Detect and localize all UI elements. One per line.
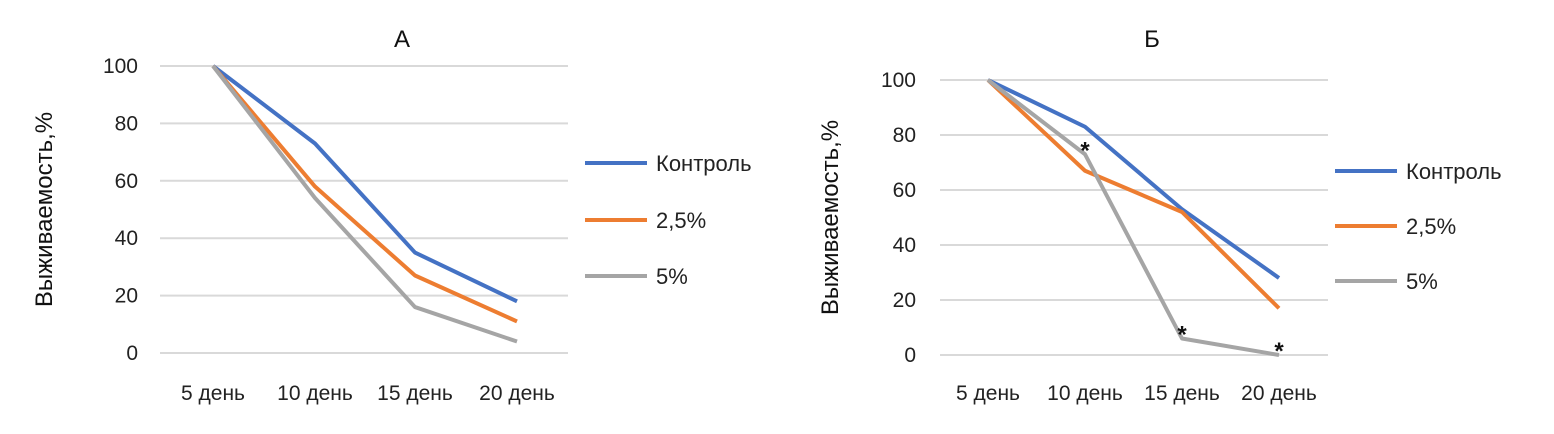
x-tick-label: 20 день [1241, 382, 1317, 405]
y-tick-label: 60 [893, 179, 916, 202]
y-tick-label: 40 [893, 234, 916, 257]
y-axis-label: Выживаемость,% [31, 112, 58, 307]
y-tick-label: 100 [881, 69, 916, 92]
series-line-2 [986, 78, 1280, 357]
legend-label: Контроль [656, 151, 752, 176]
legend-label: Контроль [1406, 159, 1502, 184]
y-tick-label: 80 [115, 112, 138, 135]
x-tick-label: 10 день [1047, 382, 1123, 405]
x-tick-label: 10 день [277, 382, 353, 405]
y-tick-label: 100 [103, 55, 138, 78]
series-line-2 [211, 64, 518, 344]
series-line-1 [211, 64, 518, 324]
significance-marker: * [1177, 322, 1187, 349]
y-tick-label: 60 [115, 170, 138, 193]
series-line-1 [986, 78, 1281, 310]
series-line-0 [211, 64, 518, 304]
chart-a: 0 20 40 60 80 100 5 день 10 день 15 день 20 день А… [31, 26, 752, 405]
legend-label: 2,5% [656, 208, 706, 233]
significance-marker: * [1080, 137, 1090, 164]
legend-label: 5% [656, 264, 688, 289]
y-tick-label: 0 [904, 344, 916, 367]
y-tick-label: 40 [115, 227, 138, 250]
y-axis-label: Выживаемость,% [817, 120, 844, 315]
y-tick-label: 20 [115, 285, 138, 308]
x-tick-label: 15 день [1144, 382, 1220, 405]
chart-title: А [394, 26, 410, 53]
series-line-0 [987, 78, 1281, 280]
x-tick-label: 5 день [956, 382, 1020, 405]
x-tick-label: 5 день [181, 382, 245, 405]
x-tick-label: 15 день [377, 382, 453, 405]
chart-title: Б [1144, 26, 1160, 53]
significance-marker: * [1274, 338, 1284, 365]
y-tick-label: 80 [893, 124, 916, 147]
chart-b: 0 20 40 60 80 100 5 день 10 день 15 день 20 день Б… [817, 26, 1502, 405]
x-tick-label: 20 день [479, 382, 555, 405]
y-tick-label: 0 [126, 342, 138, 365]
legend-label: 5% [1406, 269, 1438, 294]
y-tick-label: 20 [893, 289, 916, 312]
legend-label: 2,5% [1406, 214, 1456, 239]
